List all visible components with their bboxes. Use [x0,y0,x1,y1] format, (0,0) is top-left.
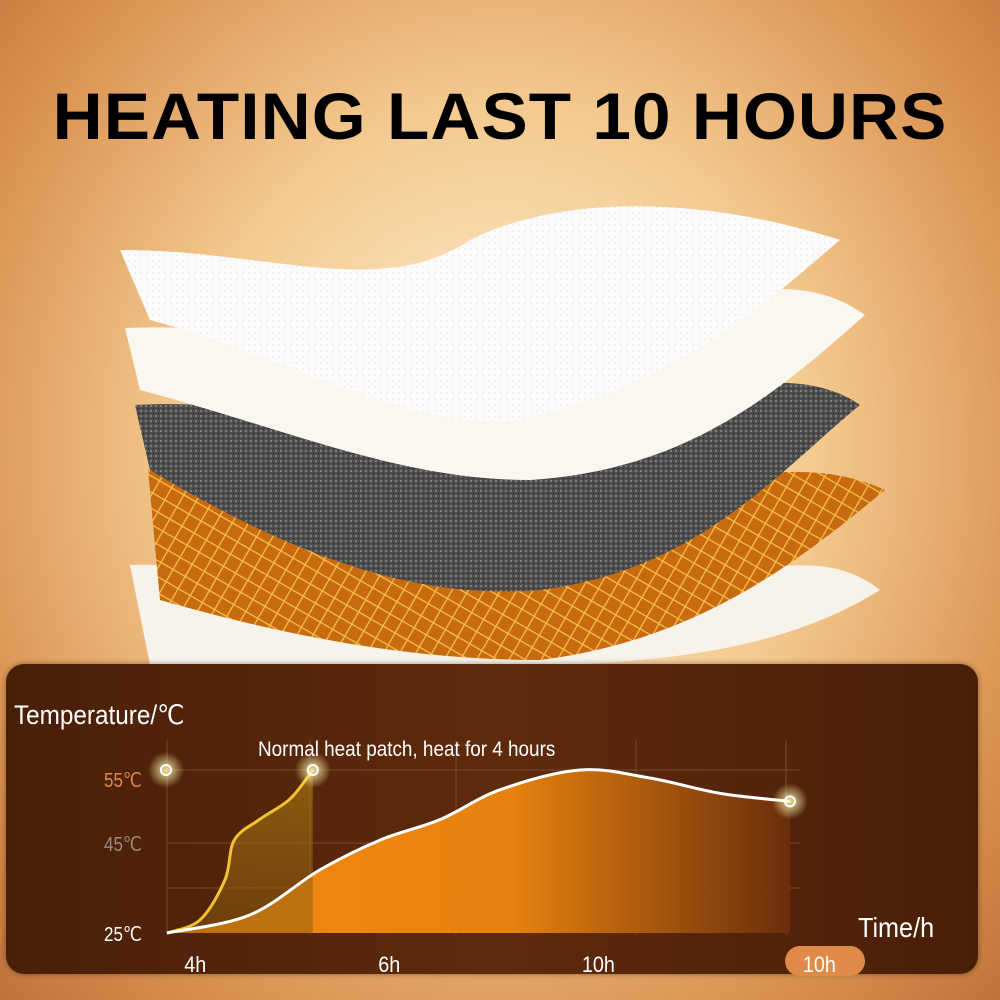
endpoint-marker [784,795,796,808]
highlighted-tick-badge [785,946,865,976]
y-tick-label: 25℃ [104,924,143,946]
y-axis-label: Temperature/℃ [14,700,185,730]
endpoint-marker [306,764,319,776]
long-patch-area [167,769,790,933]
y-tick-label: 55℃ [104,770,143,792]
top-layer [120,206,840,421]
x-tick-label: 6h [378,952,401,977]
long-patch-line [166,768,791,935]
chart-annotation: Normal heat patch, heat for 4 hours [258,738,556,761]
normal-patch-area [167,770,313,933]
endpoint-glow [772,783,808,820]
headline: HEATING LAST 10 HOURS [52,79,948,153]
endpoint-glow [148,752,184,788]
x-axis-label: Time/h [858,912,935,943]
normal-patch-line [166,769,314,935]
peak-marker [160,764,172,776]
x-tick-label-highlighted: 10h [802,952,836,977]
x-tick-label: 10h [581,952,615,977]
y-tick-label: 45℃ [104,834,143,856]
endpoint-glow [294,752,331,788]
x-tick-label: 4h [184,952,207,977]
